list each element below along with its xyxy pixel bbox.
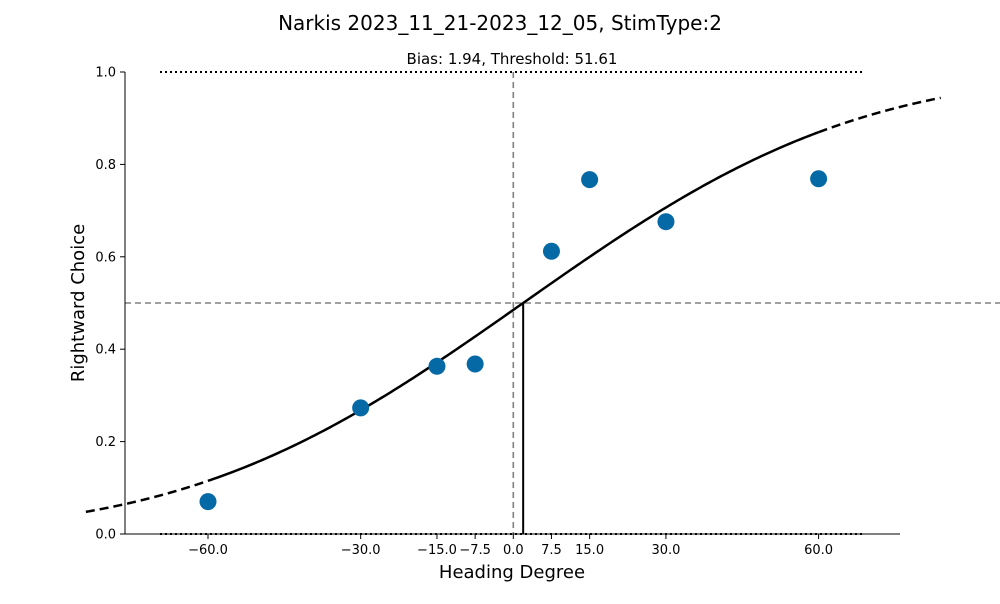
x-tick-label: −15.0 — [417, 543, 457, 558]
data-point-8 — [810, 170, 828, 188]
fit-curve-right-extension — [818, 96, 941, 134]
x-tick-label: −30.0 — [341, 543, 381, 558]
y-tick-label: 0.2 — [95, 435, 116, 450]
data-point-6 — [581, 171, 599, 189]
chart-subtitle: Bias: 1.94, Threshold: 51.61 — [407, 50, 618, 68]
chart-title: Narkis 2023_11_21-2023_12_05, StimType:2 — [278, 11, 722, 35]
y-axis-label: Rightward Choice — [68, 224, 89, 382]
x-tick-label: 0.0 — [503, 543, 524, 558]
data-point-4 — [466, 355, 484, 373]
y-tick-label: 0.0 — [95, 528, 116, 543]
data-point-3 — [428, 357, 446, 375]
x-tick-label: 60.0 — [804, 543, 833, 558]
data-point-2 — [352, 399, 370, 417]
x-tick-label: 30.0 — [651, 543, 680, 558]
x-axis-label: Heading Degree — [439, 562, 585, 583]
y-tick-label: 0.8 — [95, 158, 116, 173]
y-tick-label: 1.0 — [95, 66, 116, 81]
x-tick-label: −7.5 — [459, 543, 491, 558]
fit-curve-left-extension — [85, 479, 209, 514]
x-tick-label: 7.5 — [541, 543, 562, 558]
x-tick-label: 15.0 — [575, 543, 604, 558]
fit-curve — [207, 131, 820, 483]
x-tick-label: −60.0 — [188, 543, 228, 558]
data-point-1 — [199, 493, 217, 511]
data-point-5 — [542, 242, 560, 260]
data-point-7 — [657, 213, 675, 231]
y-tick-label: 0.4 — [95, 343, 116, 358]
y-tick-label: 0.6 — [95, 250, 116, 265]
